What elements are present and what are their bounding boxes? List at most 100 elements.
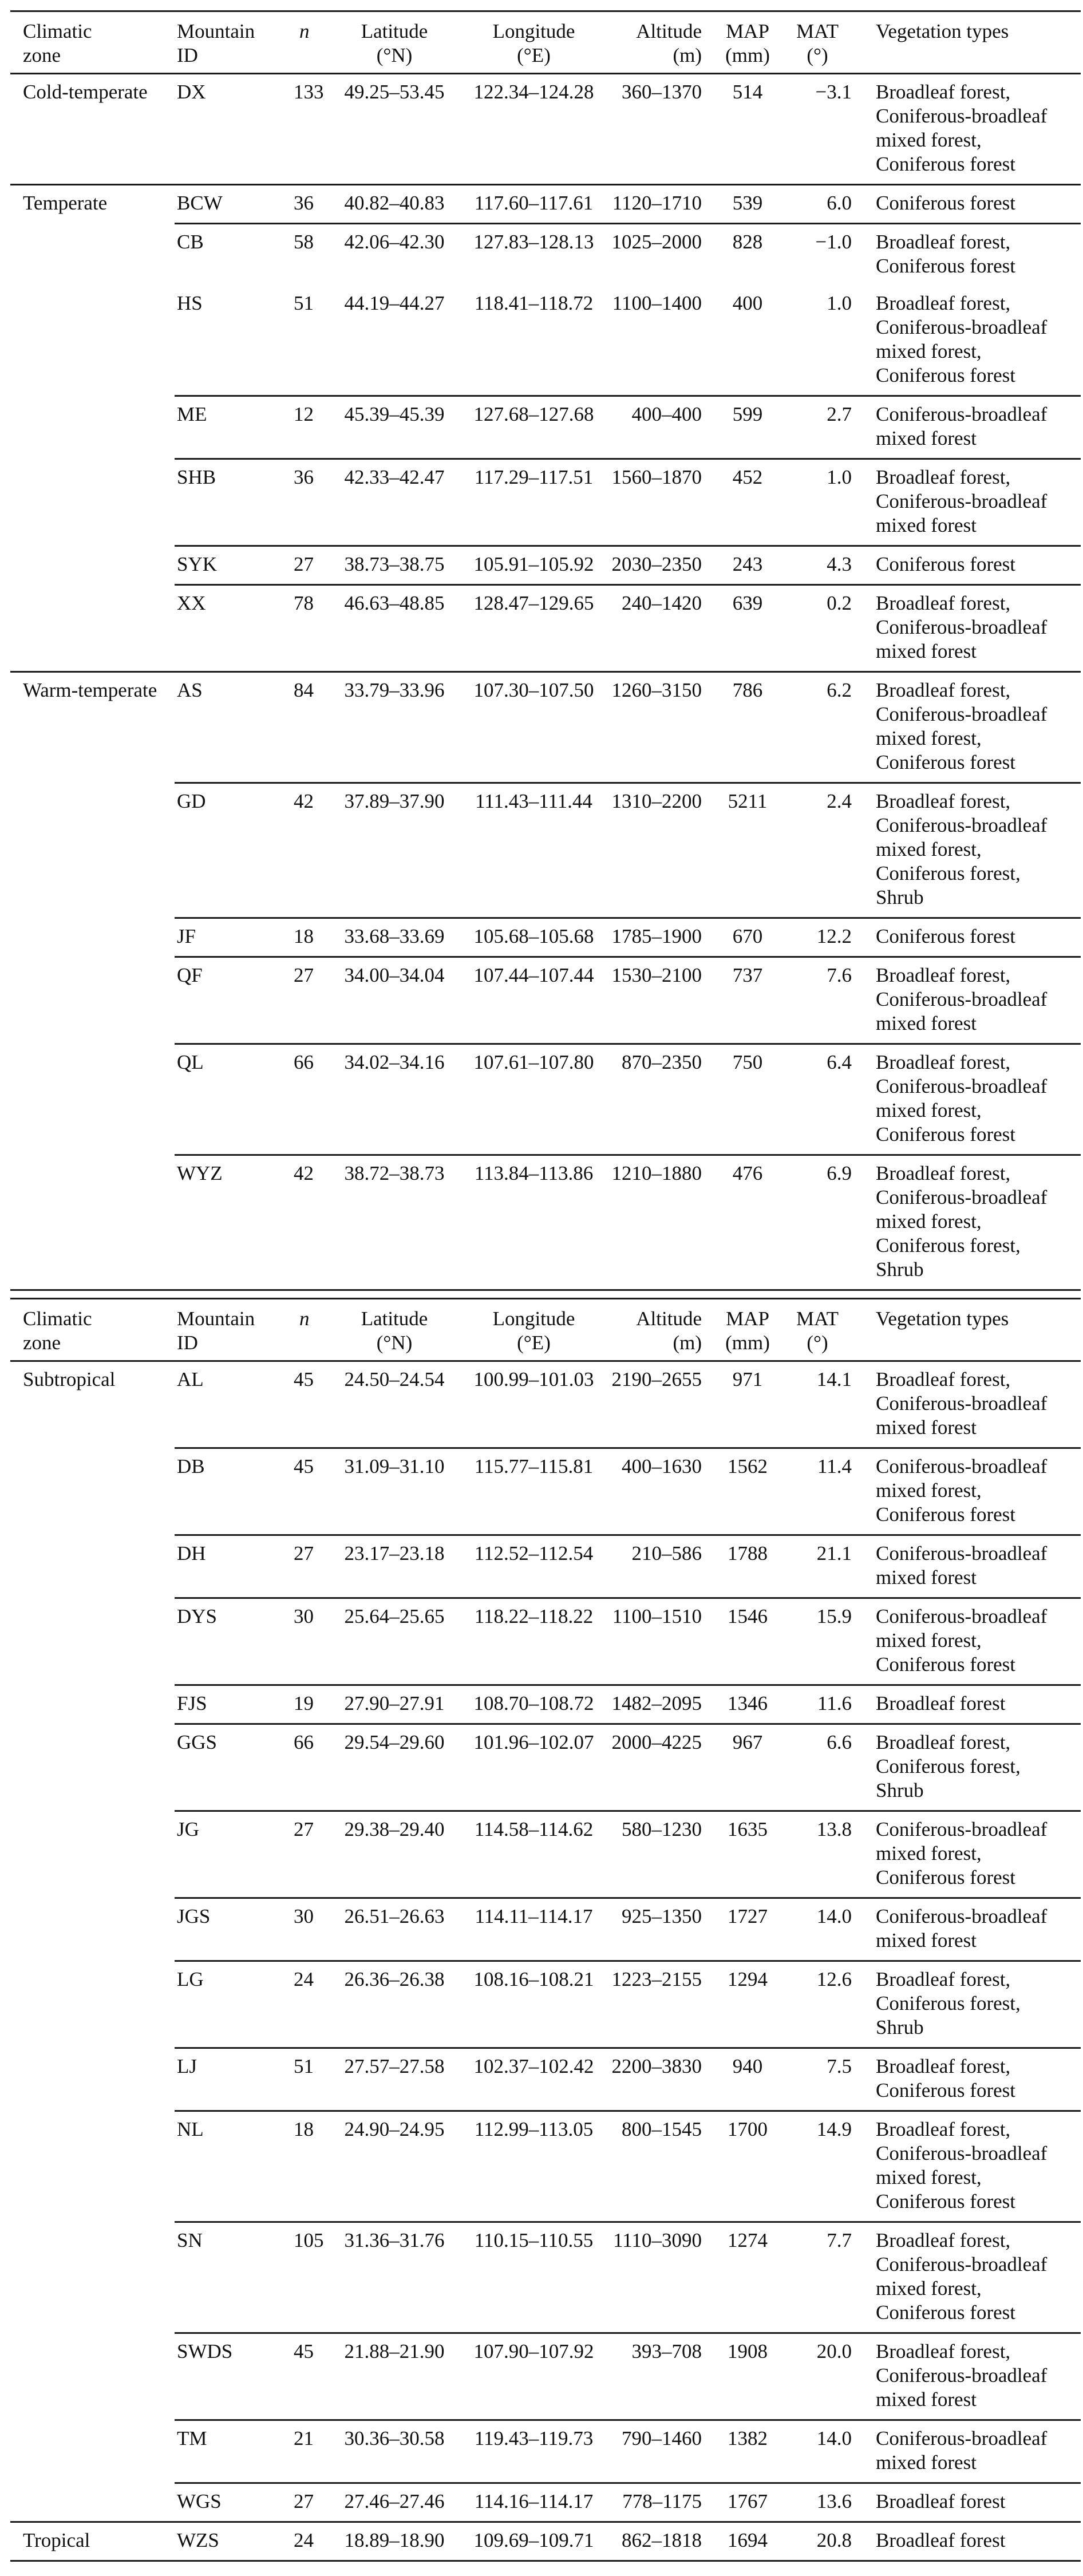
cell-n: 66 bbox=[294, 1043, 325, 1155]
cell-latitude: 42.33–42.47 bbox=[325, 458, 464, 546]
table-row: Temperate BCW 36 40.82–40.83 117.60–117.61 11… bbox=[10, 184, 1081, 224]
cell-altitude: 1223–2155 bbox=[604, 1960, 716, 2048]
cell-map: 1546 bbox=[716, 1597, 780, 1685]
cell-n: 133 bbox=[294, 81, 324, 103]
cell-climatic-zone bbox=[10, 1961, 175, 2048]
vegetation-line: Coniferous-broadleaf bbox=[876, 1455, 1048, 1477]
cell-altitude: 210–586 bbox=[604, 1534, 716, 1598]
vegetation-line: Coniferous forest, bbox=[876, 1755, 1021, 1777]
cell-longitude: 112.99–113.05 bbox=[464, 2110, 604, 2222]
cell-vegetation-types: Broadleaf forest, Coniferous forest, Shrub bbox=[855, 1723, 1081, 1811]
cell-altitude: 870–2350 bbox=[604, 1043, 716, 1155]
table-row: HS 51 44.19–44.27 118.41–118.72 1100–1400 400… bbox=[10, 286, 1081, 396]
cell-mountain-id: WZS bbox=[175, 2521, 294, 2561]
header-line: Altitude bbox=[636, 1307, 702, 1330]
cell-n: 51 bbox=[294, 292, 314, 314]
vegetation-line: Broadleaf forest, bbox=[876, 592, 1011, 614]
vegetation-line: Coniferous forest bbox=[876, 1653, 1015, 1676]
cell-climatic-zone bbox=[10, 918, 175, 957]
cell-vegetation-types: Broadleaf forest, Coniferous-broadleaf mix… bbox=[855, 956, 1081, 1044]
vegetation-line: Coniferous-broadleaf bbox=[876, 1075, 1048, 1097]
cell-mountain-id: DX bbox=[177, 81, 206, 103]
cell-longitude: 114.11–114.17 bbox=[464, 1897, 604, 1961]
col-header-latitude: Latitude (°N) bbox=[325, 11, 464, 74]
cell-mountain-id: WGS bbox=[175, 2482, 294, 2522]
vegetation-line: Coniferous-broadleaf bbox=[876, 490, 1048, 512]
cell-latitude: 25.64–25.65 bbox=[325, 1597, 464, 1685]
header-line: (°N) bbox=[376, 1332, 413, 1354]
vegetation-line: mixed forest bbox=[876, 2451, 977, 2474]
cell-latitude: 34.02–34.16 bbox=[325, 1043, 464, 1155]
cell-vegetation-types: Broadleaf forest, Coniferous-broadleaf mix… bbox=[855, 782, 1081, 918]
header-line: Climatic bbox=[23, 1307, 92, 1330]
cell-mountain-id: GGS bbox=[175, 1723, 294, 1811]
cell-longitude: 114.58–114.62 bbox=[464, 1810, 604, 1898]
cell-mountain-id: AL bbox=[177, 1368, 204, 1390]
cell-map: 476 bbox=[716, 1154, 780, 1290]
header-line: n bbox=[299, 20, 310, 42]
cell-map: 1635 bbox=[716, 1810, 780, 1898]
table-row: WGS 27 27.46–27.46 114.16–114.17 778–1175 176… bbox=[10, 2482, 1081, 2522]
vegetation-line: Coniferous forest, bbox=[876, 1234, 1021, 1257]
cell-longitude: 111.43–111.44 bbox=[464, 782, 604, 918]
cell-altitude: 862–1818 bbox=[604, 2521, 716, 2561]
table-header: Climatic zone Mountain ID n Latitude (°N… bbox=[10, 11, 1081, 74]
header-line: ID bbox=[177, 1332, 198, 1354]
cell-altitude: 2200–3830 bbox=[604, 2047, 716, 2111]
cell-n: 18 bbox=[294, 2110, 325, 2222]
cell-latitude: 21.88–21.90 bbox=[325, 2332, 464, 2420]
cell-mountain-id: LJ bbox=[175, 2047, 294, 2111]
cell-latitude: 29.54–29.60 bbox=[325, 1723, 464, 1811]
vegetation-line: mixed forest, bbox=[876, 1842, 982, 1864]
cell-vegetation-types: Broadleaf forest, Coniferous-broadleaf mix… bbox=[855, 74, 1081, 185]
vegetation-line: Coniferous forest bbox=[876, 1503, 1015, 1526]
col-header-altitude: Altitude (m) bbox=[604, 11, 716, 74]
cell-latitude: 24.90–24.95 bbox=[325, 2110, 464, 2222]
cell-climatic-zone bbox=[10, 286, 175, 396]
cell-altitude: 2030–2350 bbox=[604, 545, 716, 585]
cell-vegetation-types: Broadleaf forest bbox=[855, 2482, 1081, 2522]
col-header-latitude: Latitude (°N) bbox=[325, 1298, 464, 1362]
col-header-climatic-zone: Climatic zone bbox=[10, 11, 175, 74]
cell-n: 51 bbox=[294, 2047, 325, 2111]
col-header-mountain-id: Mountain ID bbox=[175, 11, 294, 74]
cell-climatic-zone bbox=[10, 1044, 175, 1155]
cell-climatic-zone bbox=[10, 396, 175, 459]
cell-latitude: 26.36–26.38 bbox=[325, 1960, 464, 2048]
cell-altitude: 1785–1900 bbox=[604, 917, 716, 957]
cell-mat: 14.9 bbox=[780, 2110, 855, 2222]
header-line: n bbox=[299, 1307, 310, 1330]
cell-mountain-id: SN bbox=[175, 2221, 294, 2333]
vegetation-line: Coniferous-broadleaf bbox=[876, 105, 1048, 127]
cell-vegetation-types: Broadleaf forest, Coniferous-broadleaf mix… bbox=[855, 584, 1081, 672]
cell-map: 452 bbox=[716, 458, 780, 546]
table-row: GGS 66 29.54–29.60 101.96–102.07 2000–4225 96… bbox=[10, 1723, 1081, 1811]
vegetation-line: Coniferous forest, bbox=[876, 862, 1021, 884]
cell-map: 940 bbox=[716, 2047, 780, 2111]
cell-mountain-id: JGS bbox=[175, 1897, 294, 1961]
cell-latitude: 49.25–53.45 bbox=[344, 81, 445, 103]
cell-n: 36 bbox=[294, 458, 325, 546]
cell-vegetation-types: Broadleaf forest, Coniferous-broadleaf mix… bbox=[855, 458, 1081, 546]
cell-n: 12 bbox=[294, 395, 325, 459]
vegetation-line: Broadleaf forest, bbox=[876, 790, 1011, 812]
cell-vegetation-types: Broadleaf forest, Coniferous-broadleaf mix… bbox=[855, 2332, 1081, 2420]
cell-latitude: 18.89–18.90 bbox=[325, 2521, 464, 2561]
cell-longitude: 127.68–127.68 bbox=[464, 395, 604, 459]
col-header-mountain-id: Mountain ID bbox=[175, 1298, 294, 1362]
cell-longitude: 117.29–117.51 bbox=[464, 458, 604, 546]
cell-map: 1700 bbox=[716, 2110, 780, 2222]
cell-mat: 13.8 bbox=[780, 1810, 855, 1898]
cell-mountain-id: JG bbox=[175, 1810, 294, 1898]
cell-n: 19 bbox=[294, 1684, 325, 1724]
cell-longitude: 102.37–102.42 bbox=[464, 2047, 604, 2111]
cell-mountain-id: JF bbox=[175, 917, 294, 957]
cell-latitude: 27.90–27.91 bbox=[325, 1684, 464, 1724]
vegetation-line: mixed forest bbox=[876, 1012, 977, 1034]
vegetation-line: mixed forest, bbox=[876, 1629, 982, 1652]
vegetation-line: Coniferous-broadleaf bbox=[876, 316, 1048, 338]
vegetation-line: mixed forest bbox=[876, 1929, 977, 1951]
cell-n: 78 bbox=[294, 584, 325, 672]
cell-map: 1788 bbox=[716, 1534, 780, 1598]
vegetation-line: Broadleaf forest, bbox=[876, 2229, 1011, 2251]
